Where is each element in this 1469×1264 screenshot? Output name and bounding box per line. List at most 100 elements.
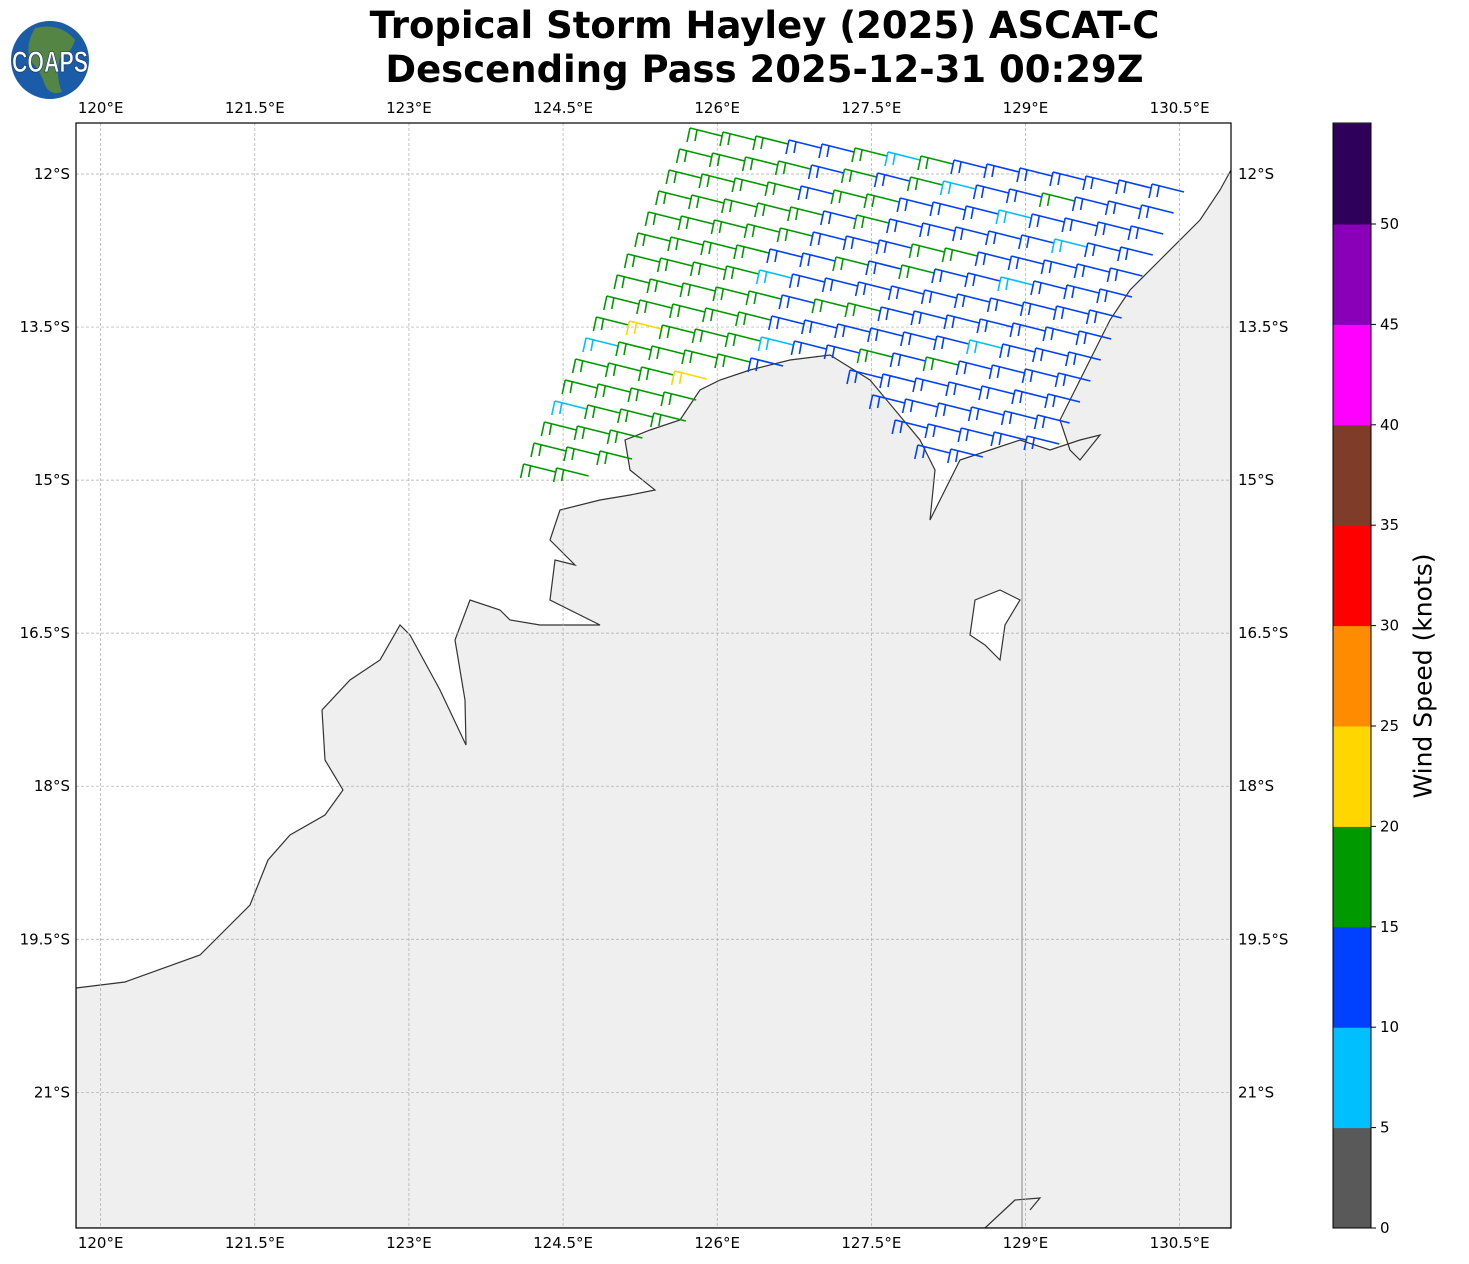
wind-barb: [752, 135, 789, 151]
wind-barb: [1049, 171, 1086, 187]
wind-barb: [906, 176, 943, 192]
wind-barb: [700, 240, 737, 256]
colorbar-bin: [1333, 625, 1371, 727]
wind-barb: [637, 366, 674, 382]
wind-barb: [582, 337, 619, 353]
wind-barb: [1106, 267, 1143, 283]
wind-barb: [667, 236, 704, 252]
wind-barb: [1094, 221, 1131, 237]
wind-barb: [650, 412, 686, 428]
wind-barb: [634, 232, 671, 248]
wind-barb: [743, 223, 780, 239]
colorbar: 0 5 10 15 20 25 30 35 40 45 50: [1332, 122, 1399, 1237]
wind-barb: [584, 404, 620, 420]
wind-barb: [939, 180, 976, 196]
wind-barb: [1000, 410, 1037, 426]
wind-barb: [1071, 196, 1108, 212]
wind-barb: [974, 251, 1011, 267]
wind-barb: [873, 172, 910, 188]
wind-barb: [571, 358, 608, 374]
colorbar-tick-label: 25: [1380, 717, 1399, 735]
wind-barb: [686, 127, 723, 143]
wind-barb: [856, 348, 893, 364]
wind-barb: [912, 377, 949, 393]
wind-barb: [985, 230, 1021, 246]
wind-barbs: [519, 127, 1185, 483]
wind-barb: [943, 314, 980, 330]
wind-barb: [1030, 280, 1067, 296]
colorbar-tick-label: 40: [1380, 416, 1399, 434]
wind-barb: [731, 177, 768, 193]
lon-tick-label: 130.5°E: [1150, 1234, 1210, 1252]
wind-barb: [660, 391, 697, 407]
wind-barb: [863, 193, 900, 209]
lon-tick-label: 129°E: [1003, 1234, 1049, 1252]
wind-barb: [990, 431, 1027, 447]
wind-barb: [832, 256, 869, 272]
lon-tick-label: 127.5°E: [841, 1234, 901, 1252]
lon-tick-label: 121.5°E: [225, 99, 285, 117]
wind-barb: [919, 222, 955, 238]
wind-barb: [790, 340, 827, 356]
wind-barb: [910, 310, 947, 326]
wind-barb: [778, 294, 815, 310]
wind-barb: [1127, 225, 1164, 241]
colorbar-bin: [1333, 324, 1371, 426]
wind-barb: [1117, 246, 1153, 262]
wind-barb: [900, 331, 936, 347]
wind-barb: [1073, 263, 1110, 279]
wind-barb: [530, 442, 567, 458]
wind-barb: [670, 370, 707, 386]
svg-text:COAPS: COAPS: [12, 46, 88, 79]
wind-barb: [898, 264, 935, 280]
wind-barb: [988, 364, 1025, 380]
wind-barb: [613, 274, 650, 290]
wind-barb: [1028, 213, 1065, 229]
wind-barb: [1115, 179, 1152, 195]
wind-barb: [922, 356, 959, 372]
wind-barb: [820, 210, 856, 226]
wind-barb: [681, 349, 718, 365]
wind-barb: [891, 419, 928, 435]
wind-barb: [972, 184, 1009, 200]
wind-barb: [623, 253, 660, 269]
wind-barb: [563, 446, 600, 462]
colorbar-tick-label: 5: [1380, 1119, 1390, 1137]
coast-bottom: [984, 1197, 1042, 1228]
colorbar-bin: [1333, 424, 1371, 526]
wind-barb: [745, 290, 782, 306]
wind-barb: [966, 339, 1002, 355]
lat-tick-label: 18°S: [1238, 777, 1274, 795]
wind-barb: [976, 318, 1013, 334]
wind-barb: [688, 194, 724, 210]
lat-tick-label: 21°S: [1238, 1083, 1274, 1101]
lat-tick-label: 16.5°S: [1238, 624, 1288, 642]
wind-barb: [617, 408, 653, 424]
lon-tick-label: 129°E: [1003, 99, 1049, 117]
wind-barb: [519, 463, 556, 479]
wind-barb: [809, 231, 846, 247]
lat-tick-label: 15°S: [34, 471, 70, 489]
wind-barb: [877, 306, 914, 322]
wind-barb: [1011, 389, 1048, 405]
wind-barb: [702, 307, 738, 323]
lat-tick-label: 16.5°S: [20, 624, 70, 642]
wind-barb: [636, 299, 672, 315]
lat-tick-label: 12°S: [34, 165, 70, 183]
wind-barb: [1023, 435, 1060, 451]
colorbar-tick-label: 35: [1380, 516, 1399, 534]
map-frame: [75, 122, 1232, 1229]
wind-barb: [1104, 200, 1141, 216]
wind-barb: [1032, 347, 1068, 363]
wind-barb: [823, 344, 860, 360]
colorbar-tick-label: 50: [1380, 215, 1399, 233]
wind-barb: [592, 316, 629, 332]
wind-barb: [933, 335, 969, 351]
wind-barb: [603, 295, 639, 311]
wind-barb: [708, 152, 745, 168]
wind-barb: [840, 168, 877, 184]
wind-barb: [655, 190, 691, 206]
wind-barb: [747, 357, 784, 373]
wind-barb: [1063, 284, 1100, 300]
wind-barb: [947, 448, 983, 464]
